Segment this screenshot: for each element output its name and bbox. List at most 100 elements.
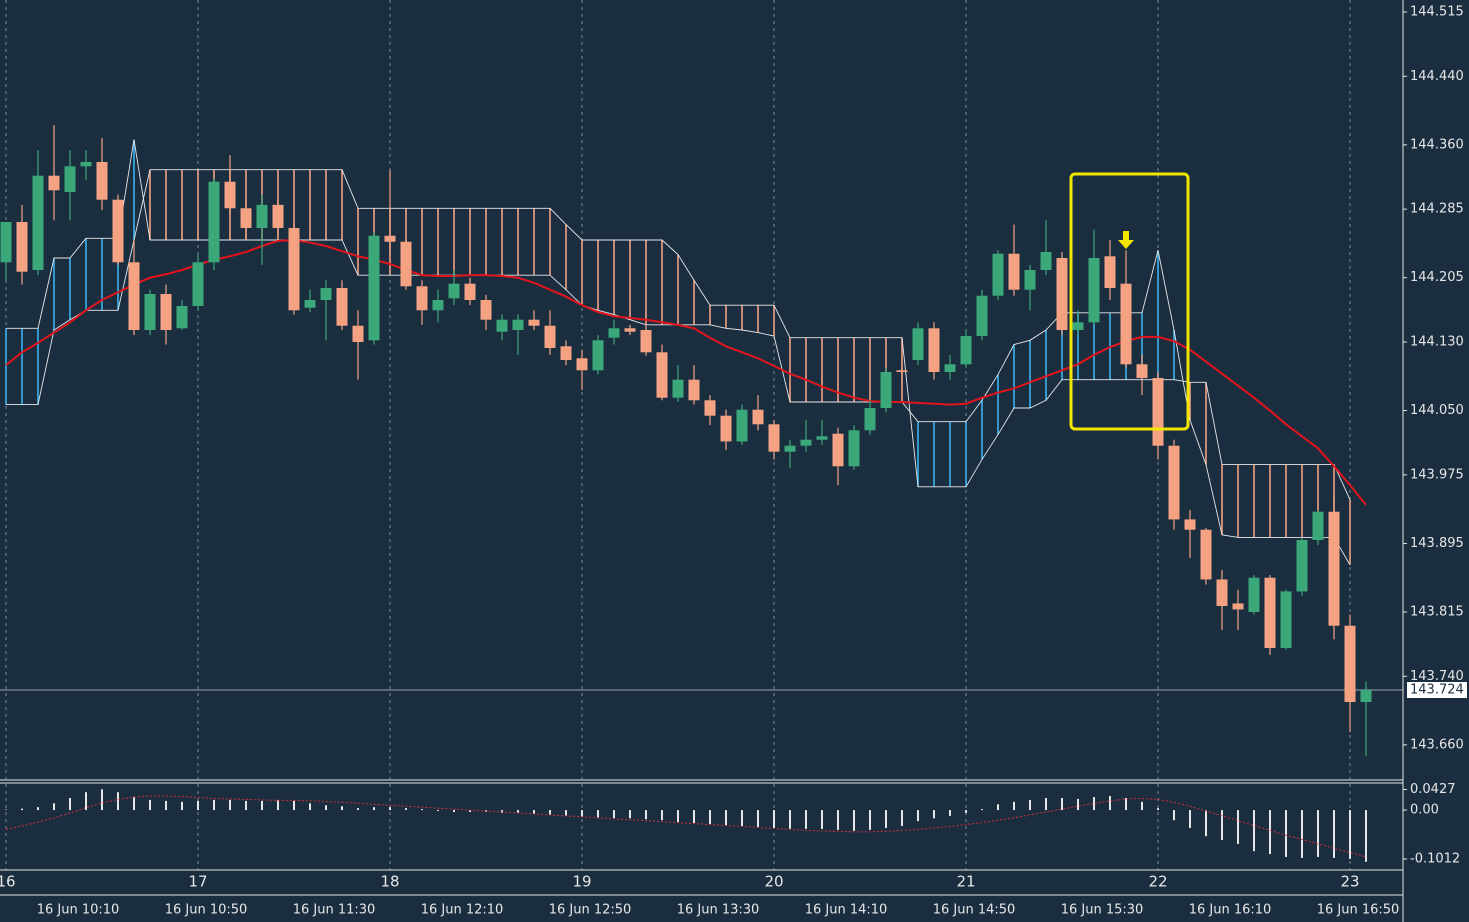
candle-body — [432, 300, 444, 311]
candle-body — [880, 372, 892, 408]
candle-body — [144, 294, 156, 330]
time-label: 16 Jun 13:30 — [677, 903, 760, 918]
day-label: 17 — [188, 873, 207, 891]
candle-body — [928, 328, 940, 372]
time-label: 16 Jun 12:50 — [549, 903, 632, 918]
candle-body — [0, 222, 12, 263]
candle-body — [1136, 364, 1148, 378]
candle-body — [240, 208, 252, 228]
candle-body — [1200, 529, 1212, 580]
time-label: 16 Jun 14:10 — [805, 903, 888, 918]
candle-body — [592, 340, 604, 371]
candle-body — [464, 283, 476, 300]
candle-body — [112, 199, 124, 263]
candle-body — [912, 328, 924, 360]
y-tick-label: 143.660 — [1410, 737, 1464, 752]
candle-body — [1312, 511, 1324, 540]
candle-body — [832, 433, 844, 467]
candle-body — [1056, 258, 1068, 330]
candle-body — [64, 166, 76, 192]
highlight-box — [1069, 172, 1190, 431]
candle-body — [48, 175, 60, 191]
candle-body — [336, 288, 348, 326]
candle-body — [560, 346, 572, 360]
y-tick-label: 143.895 — [1410, 536, 1464, 551]
candle-body — [688, 379, 700, 401]
candle-body — [848, 430, 860, 467]
candle-body — [224, 181, 236, 209]
y-tick-label: 0.0427 — [1410, 782, 1456, 797]
candle-body — [352, 325, 364, 342]
candle-body — [448, 283, 460, 299]
candle-body — [1328, 511, 1340, 626]
candle-body — [944, 364, 956, 372]
last-price-box — [1407, 682, 1467, 698]
candle-body — [1344, 625, 1356, 702]
candle-body — [1216, 579, 1228, 606]
candle-body — [752, 409, 764, 425]
time-label: 16 Jun 15:30 — [1061, 903, 1144, 918]
candle-body — [512, 319, 524, 330]
candle-body — [896, 370, 908, 372]
candle-body — [1152, 378, 1164, 446]
candle-body — [192, 262, 204, 306]
y-tick-label: 144.360 — [1410, 137, 1464, 152]
candle-body — [992, 253, 1004, 296]
candle-body — [864, 408, 876, 431]
candle-body — [16, 222, 28, 272]
candle-body — [624, 328, 636, 332]
time-label: 16 Jun 10:10 — [37, 903, 120, 918]
candle-body — [784, 445, 796, 452]
candle-body — [528, 319, 540, 326]
candle-body — [672, 379, 684, 398]
candle-body — [80, 162, 92, 167]
candle-body — [480, 300, 492, 320]
candle-body — [544, 325, 556, 348]
main-layer — [0, 125, 1372, 862]
candle-body — [960, 336, 972, 365]
candle-body — [640, 330, 652, 353]
candle-body — [1248, 577, 1260, 612]
candle-body — [1360, 690, 1372, 702]
y-tick-label: 144.205 — [1410, 270, 1464, 285]
y-tick-label: -0.1012 — [1410, 851, 1460, 866]
time-label: 16 Jun 12:10 — [421, 903, 504, 918]
candle-body — [1104, 256, 1116, 288]
candle-body — [976, 295, 988, 336]
candle-body — [176, 306, 188, 329]
candle-body — [800, 439, 812, 446]
y-tick-label: 144.440 — [1410, 69, 1464, 84]
candle-body — [208, 181, 220, 263]
day-label: 19 — [572, 873, 591, 891]
day-label: 16 — [0, 873, 16, 891]
candle-body — [1040, 252, 1052, 270]
y-tick-label: 0.00 — [1410, 803, 1439, 818]
day-label: 20 — [764, 873, 783, 891]
candle-body — [96, 162, 108, 200]
candle-body — [1296, 540, 1308, 592]
candle-body — [320, 288, 332, 300]
time-label: 16 Jun 10:50 — [165, 903, 248, 918]
candle-body — [1168, 445, 1180, 520]
y-tick-label: 143.815 — [1410, 605, 1464, 620]
last-price-label: 143.724 — [1410, 683, 1464, 698]
candle-body — [1088, 258, 1100, 323]
candle-body — [768, 424, 780, 452]
signal-line — [5, 795, 1367, 858]
y-tick-label: 143.740 — [1410, 669, 1464, 684]
candle-body — [256, 204, 268, 228]
candle-body — [1024, 270, 1036, 290]
day-label: 18 — [380, 873, 399, 891]
candle-body — [1008, 253, 1020, 290]
y-tick-label: 143.975 — [1410, 467, 1464, 482]
candle-body — [288, 228, 300, 311]
candle-body — [368, 235, 380, 341]
candle-body — [400, 241, 412, 287]
candle-body — [160, 294, 172, 330]
day-label: 22 — [1148, 873, 1167, 891]
day-label: 21 — [956, 873, 975, 891]
y-tick-label: 144.050 — [1410, 403, 1464, 418]
candle-body — [272, 204, 284, 228]
candle-body — [1264, 577, 1276, 648]
